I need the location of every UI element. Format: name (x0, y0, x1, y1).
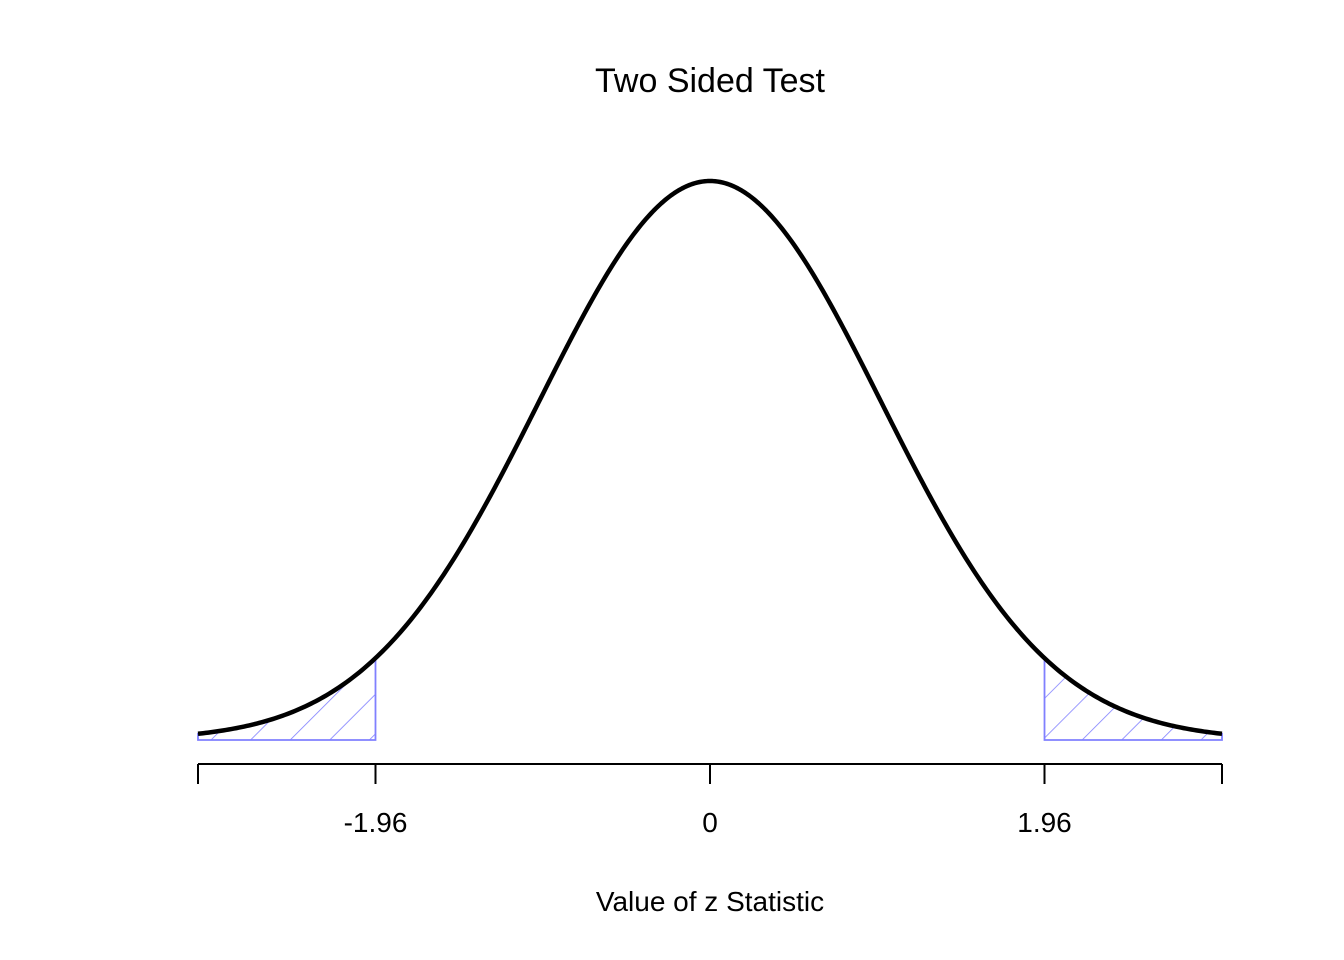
x-axis-ticks: -1.96 0 1.96 (197, 764, 1223, 838)
left-rejection-region (197, 656, 377, 741)
x-tick-label: 1.96 (1017, 807, 1072, 838)
x-axis-label: Value of z Statistic (596, 886, 824, 917)
x-tick-label: -1.96 (344, 807, 408, 838)
density-curve-layer (197, 178, 1223, 737)
right-rejection-region (1043, 656, 1223, 741)
density-curve (197, 178, 1223, 737)
chart-title: Two Sided Test (595, 62, 826, 100)
shaded-regions (197, 656, 1223, 741)
x-tick-label: 0 (702, 807, 718, 838)
